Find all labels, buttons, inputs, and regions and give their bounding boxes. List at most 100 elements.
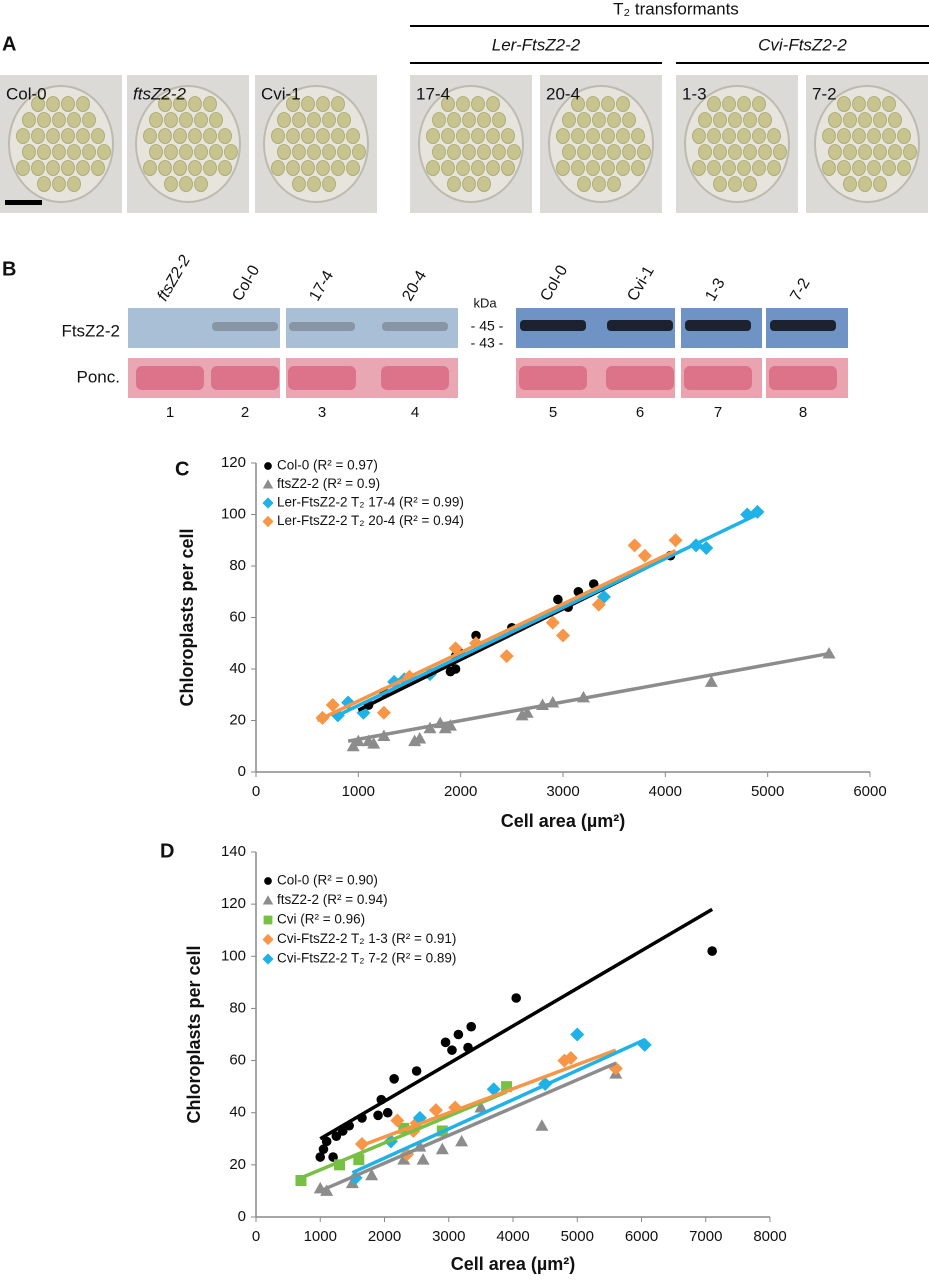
chloroplast — [179, 176, 193, 192]
legend-label: Col-0 (R² = 0.90) — [277, 873, 378, 888]
point — [428, 1103, 443, 1118]
chloroplast — [52, 112, 66, 128]
legend-marker — [264, 877, 272, 885]
point — [535, 1119, 549, 1131]
group-label: Ler-FtsZ2-2 — [492, 35, 581, 54]
chloroplast — [173, 128, 187, 144]
band — [382, 322, 448, 331]
y-axis-label: Chloroplasts per cell — [177, 528, 197, 706]
chloroplast — [337, 112, 351, 128]
legend-marker — [262, 933, 274, 946]
chloroplast — [316, 96, 330, 112]
chloroplast — [601, 96, 615, 112]
chloroplast — [501, 128, 515, 144]
chloroplast — [631, 160, 645, 176]
image-label: 17-4 — [416, 84, 450, 103]
point — [443, 719, 457, 731]
chloroplast — [203, 96, 217, 112]
x-tick-label: 5000 — [561, 1228, 594, 1245]
x-tick-label: 4000 — [496, 1228, 529, 1245]
chloroplast — [31, 160, 45, 176]
band — [607, 320, 673, 331]
row-label: FtsZ2-2 — [61, 321, 120, 340]
y-tick-label: 0 — [238, 1208, 246, 1225]
legend-marker — [262, 895, 274, 905]
trend-line — [358, 1048, 617, 1149]
x-tick-label: 6000 — [625, 1228, 658, 1245]
y-tick-label: 60 — [229, 608, 246, 625]
x-tick-label: 4000 — [649, 783, 682, 800]
point — [486, 1082, 501, 1097]
chloroplast — [331, 128, 345, 144]
chloroplast — [477, 144, 491, 160]
chloroplast — [143, 160, 157, 176]
x-tick-label: 8000 — [753, 1228, 786, 1245]
point — [411, 1066, 422, 1076]
y-tick-label: 100 — [221, 947, 246, 964]
chloroplast — [179, 144, 193, 160]
chloroplast — [586, 128, 600, 144]
chloroplast — [173, 96, 187, 112]
point — [563, 1050, 578, 1065]
point — [699, 540, 714, 555]
point — [353, 1154, 365, 1166]
chloroplast — [67, 112, 81, 128]
chloroplast — [61, 96, 75, 112]
ponceau-band — [288, 366, 356, 390]
chloroplast — [286, 128, 300, 144]
lane-label: 7-2 — [787, 275, 813, 304]
chloroplast — [426, 160, 440, 176]
chloroplast — [858, 112, 872, 128]
x-tick-label: 3000 — [546, 783, 579, 800]
point — [390, 1113, 405, 1128]
chloroplast — [292, 144, 306, 160]
x-tick-label: 0 — [252, 1228, 260, 1245]
chloroplast — [462, 176, 476, 192]
chloroplast — [67, 144, 81, 160]
chloroplast — [722, 160, 736, 176]
chloroplast — [571, 96, 585, 112]
x-tick-label: 1000 — [342, 783, 375, 800]
trend-line — [337, 510, 764, 717]
chloroplast — [286, 160, 300, 176]
lane-label: Cvi-1 — [624, 263, 657, 304]
point — [499, 649, 514, 664]
chloroplast — [728, 144, 742, 160]
y-tick-label: 60 — [229, 1052, 246, 1069]
chloroplast — [37, 144, 51, 160]
y-tick-label: 120 — [221, 454, 246, 471]
chloroplast — [897, 128, 911, 144]
chloroplast — [164, 144, 178, 160]
point — [450, 664, 461, 674]
chloroplast — [456, 128, 470, 144]
y-tick-label: 40 — [229, 660, 246, 677]
chloroplast — [713, 144, 727, 160]
chloroplast — [22, 144, 36, 160]
chloroplast — [492, 144, 506, 160]
image-label: 7-2 — [812, 84, 837, 103]
chloroplast — [698, 144, 712, 160]
chloroplast — [301, 128, 315, 144]
chloroplast — [707, 128, 721, 144]
chloroplast — [601, 160, 615, 176]
trend-line — [316, 548, 677, 723]
point — [511, 993, 522, 1003]
chloroplast — [97, 144, 111, 160]
chloroplast — [903, 144, 917, 160]
chloroplast — [828, 144, 842, 160]
lane-number: 8 — [799, 404, 807, 421]
legend-label: Cvi-FtsZ2-2 T₂ 7-2 (R² = 0.89) — [277, 951, 456, 966]
chloroplast — [722, 96, 736, 112]
chloroplast — [286, 96, 300, 112]
chloroplast — [158, 128, 172, 144]
chloroplast — [767, 128, 781, 144]
panel-letter: A — [2, 33, 16, 55]
point — [413, 732, 427, 744]
chloroplast — [556, 160, 570, 176]
chloroplast — [447, 176, 461, 192]
chloroplast — [456, 96, 470, 112]
chloroplast — [492, 112, 506, 128]
chloroplast — [858, 144, 872, 160]
image-label: Cvi-1 — [261, 84, 301, 103]
